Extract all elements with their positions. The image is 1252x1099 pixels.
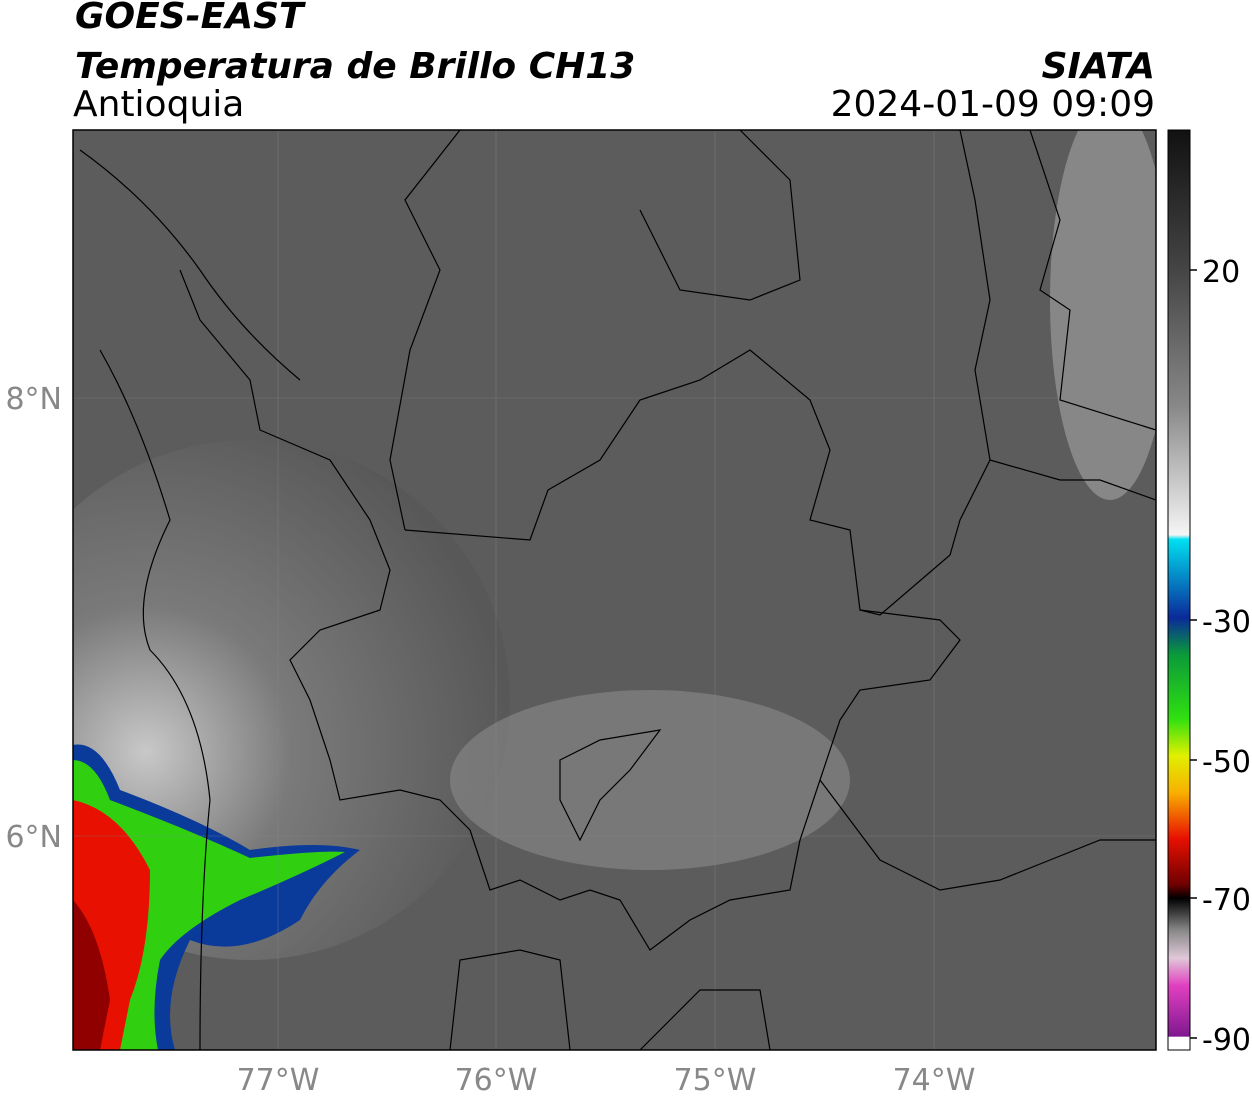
product-title: Temperatura de Brillo CH13 <box>75 46 635 87</box>
map-area <box>73 130 1156 1050</box>
region-label: Antioquia <box>73 84 244 125</box>
colorbar <box>1167 129 1191 1051</box>
colorbar-label: -70 <box>1202 883 1251 918</box>
cloud-field <box>450 690 850 870</box>
lat-label: 8°N <box>5 382 62 417</box>
lon-label: 77°W <box>237 1063 320 1098</box>
cloud-field <box>1050 130 1156 500</box>
colorbar-label: 20 <box>1202 255 1240 290</box>
cold-cloud <box>73 760 345 1050</box>
colorbar-label: -30 <box>1202 605 1251 640</box>
cold-cloud <box>73 900 110 1050</box>
lat-label: 6°N <box>5 820 62 855</box>
map-frame <box>72 129 1157 1051</box>
lon-label: 74°W <box>893 1063 976 1098</box>
datetime-label: 2024-01-09 09:09 <box>831 84 1155 125</box>
boundaries <box>79 130 1156 1050</box>
lon-label: 76°W <box>455 1063 538 1098</box>
colorbar-ticks <box>1190 269 1197 1039</box>
agency-label: SIATA <box>1042 46 1155 87</box>
lon-label: 75°W <box>674 1063 757 1098</box>
colorbar-label: -90 <box>1202 1023 1251 1058</box>
colorbar-label: -50 <box>1202 745 1251 780</box>
satellite-title: GOES-EAST <box>75 0 306 37</box>
